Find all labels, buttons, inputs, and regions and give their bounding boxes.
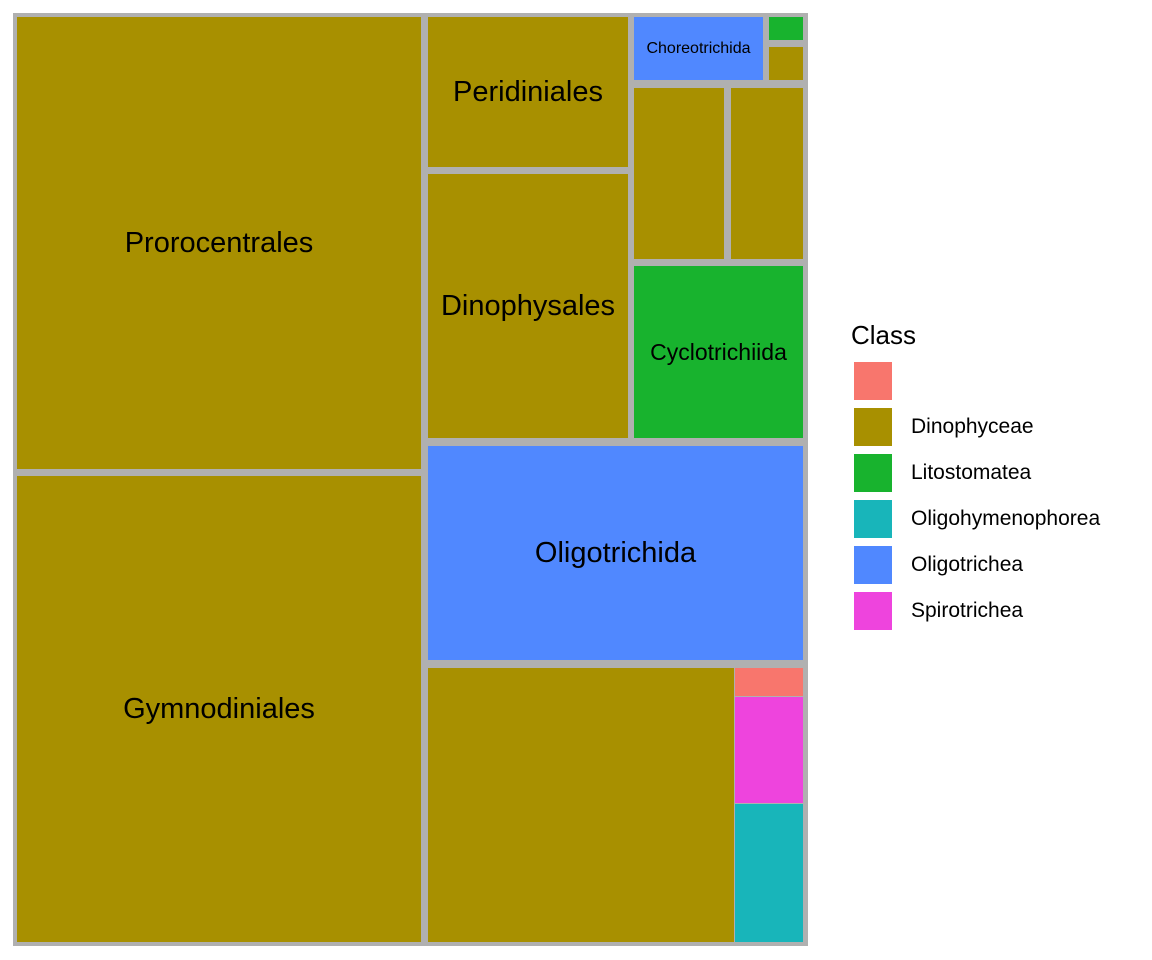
treemap-tile-dinophysales <box>428 174 628 438</box>
treemap-tile-peridiniales <box>428 17 628 167</box>
legend-key <box>854 592 892 630</box>
treemap-tile-prorocentrales <box>17 17 421 469</box>
treemap-tile-oligotrichida <box>428 446 803 660</box>
legend-key <box>854 362 892 400</box>
treemap-label-cyclotrichiida: Cyclotrichiida <box>650 339 787 365</box>
treemap-label-prorocentrales: Prorocentrales <box>125 227 314 259</box>
treemap-tile-cyclotrichiida <box>634 266 803 438</box>
legend-label: Dinophyceae <box>911 415 1034 438</box>
treemap-label-oligotrichida: Oligotrichida <box>535 537 697 569</box>
legend-key <box>854 546 892 584</box>
treemap-tile-gymnodiniales <box>17 476 421 942</box>
legend-label: Oligotrichea <box>911 553 1024 576</box>
treemap-tile-dino-unlabeled-1 <box>634 88 724 259</box>
treemap-tile-lito-unlabeled-1 <box>769 17 803 40</box>
treemap-tile-oligohym-unlabeled-1 <box>735 804 803 942</box>
legend-label: Litostomatea <box>911 461 1032 484</box>
treemap-tile-spiro-unlabeled-1 <box>735 697 803 803</box>
legend-item: Litostomatea <box>850 450 1140 496</box>
treemap-label-choreotrichida: Choreotrichida <box>646 40 750 57</box>
legend-title: Class <box>851 320 917 350</box>
legend-label: Spirotrichea <box>911 599 1024 622</box>
treemap-chart: Prorocentrales Gymnodiniales Peridiniales D… <box>13 13 808 946</box>
treemap-tile-unclassified-unlabeled-1 <box>735 668 803 696</box>
treemap-label-peridiniales: Peridiniales <box>453 76 603 108</box>
legend: Class Dinophyceae Litostomatea Oligohymeno… <box>850 318 1140 634</box>
treemap-tile-choreotrichida <box>634 17 763 80</box>
legend-key <box>854 408 892 446</box>
legend-key <box>854 500 892 538</box>
legend-label: Oligohymenophorea <box>911 507 1101 530</box>
treemap-label-dinophysales: Dinophysales <box>441 290 615 322</box>
treemap-tile-dino-unlabeled-4 <box>428 668 734 942</box>
legend-key <box>854 454 892 492</box>
treemap-tile-dino-unlabeled-3 <box>769 47 803 80</box>
legend-item: Oligotrichea <box>850 542 1140 588</box>
legend-items: Dinophyceae Litostomatea Oligohymenophorea… <box>850 358 1140 634</box>
legend-item: Dinophyceae <box>850 404 1140 450</box>
treemap-tile-dino-unlabeled-2 <box>731 88 803 259</box>
legend-item: Spirotrichea <box>850 588 1140 634</box>
treemap-label-gymnodiniales: Gymnodiniales <box>123 693 315 725</box>
legend-item: Oligohymenophorea <box>850 496 1140 542</box>
legend-item <box>850 358 1140 404</box>
